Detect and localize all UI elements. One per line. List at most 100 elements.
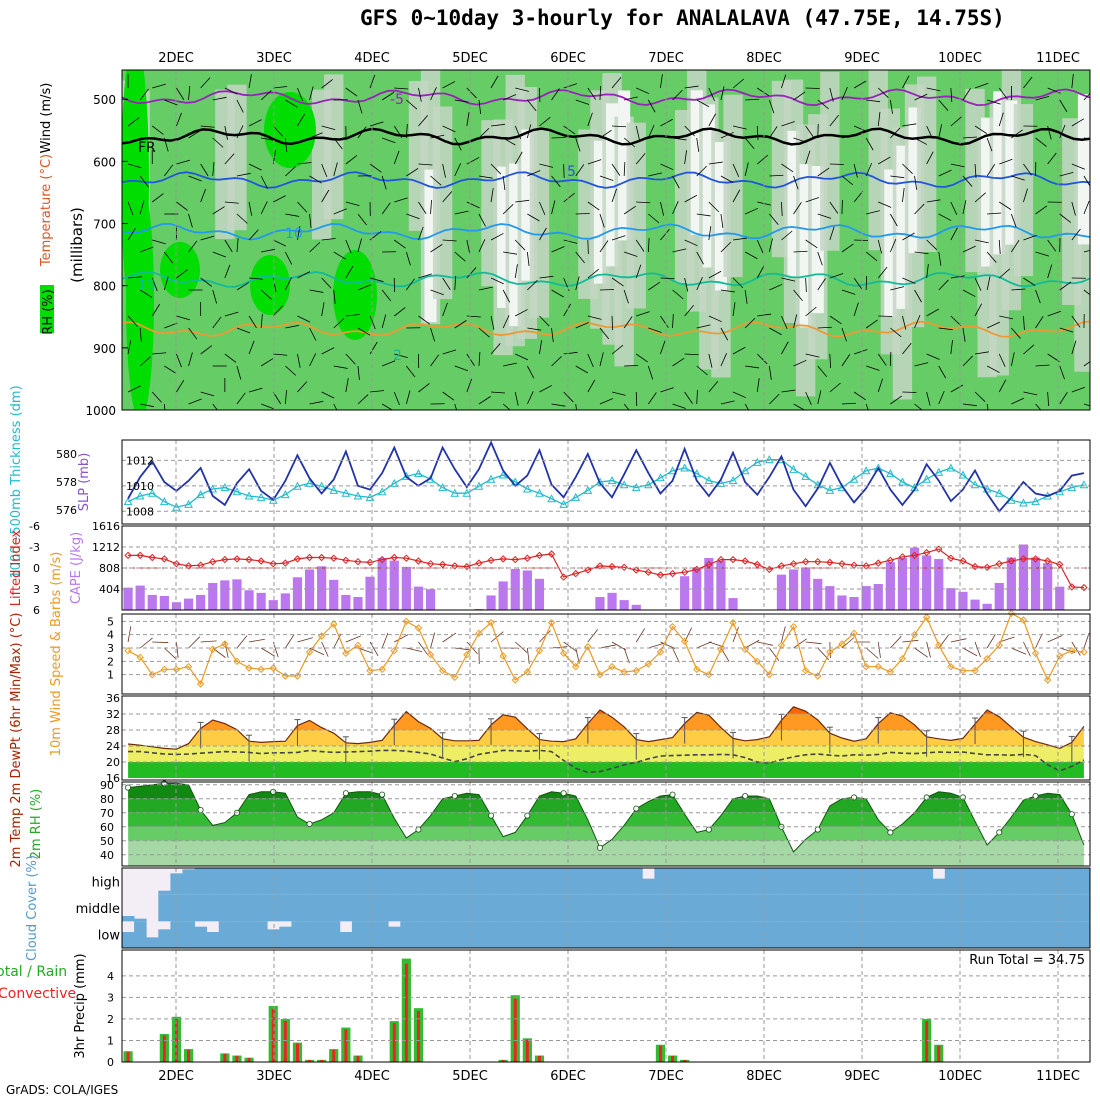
temperature-band (128, 706, 1084, 714)
wind-speed-point (378, 665, 386, 674)
wind-speed-point (414, 624, 423, 632)
wind-barb (273, 195, 286, 203)
lifted-index-point (378, 555, 386, 564)
wind-barb (998, 353, 1006, 367)
wind-barb (793, 202, 802, 215)
wind-barb (430, 289, 444, 296)
wind-barb (454, 163, 462, 177)
cloud-cover-bar (932, 894, 946, 922)
rh-point (705, 826, 712, 833)
rh-dry-region (432, 106, 453, 300)
wind-barb (1059, 281, 1072, 291)
wind-barb (212, 316, 222, 329)
wind-barb (1059, 392, 1068, 405)
grads-credit: GrADS: COLA/IGES (6, 1083, 119, 1097)
wind-barb (127, 315, 138, 327)
cape-bar (994, 582, 1004, 610)
temperature-side-label: Temperature (°C) (39, 154, 54, 267)
wind-barb (623, 137, 636, 148)
thickness-point (680, 463, 689, 472)
cape-bar (788, 569, 799, 610)
cloud-cover-bar (291, 868, 304, 895)
wind-barb (248, 119, 262, 127)
cloud-cover-bar (884, 868, 897, 895)
lifted-index-point (148, 553, 156, 562)
wind-barb (563, 303, 571, 317)
wind-barb (853, 125, 868, 132)
cloud-cover-bar (339, 894, 353, 922)
cloud-cover-bar (303, 921, 316, 948)
wind-barb (660, 74, 663, 89)
wind-barb (1071, 386, 1086, 393)
lifted-index-point (1080, 583, 1088, 592)
wind-barb (1047, 125, 1052, 140)
wind-barb (853, 349, 868, 355)
precip-tick-label: 1 (107, 1034, 114, 1047)
cloud-cover-bar (364, 894, 377, 922)
wind-barb (829, 226, 835, 241)
rh-saturated-patch (160, 242, 200, 298)
thickness-point (305, 478, 314, 487)
cape-bar (159, 595, 169, 610)
wind-barb (623, 205, 636, 215)
surface-wind-barb (950, 638, 967, 643)
surface-wind-barb (1047, 635, 1063, 643)
wind-barb (284, 137, 288, 152)
cloud-cover-bar (920, 921, 934, 948)
cloud-cover-bar (969, 868, 982, 895)
wind-barb (188, 240, 198, 253)
wind-barb (599, 352, 604, 367)
wind-barb (853, 391, 866, 401)
cloud-cover-bar (751, 868, 764, 895)
cloud-axis-label: Cloud Cover (%) (25, 855, 40, 961)
cape-bar (256, 592, 266, 610)
wind-barb (357, 238, 362, 253)
cloud-cover-bar (969, 921, 982, 948)
rh-point (342, 790, 349, 797)
cloud-cover-bar (775, 868, 788, 895)
rh-band (128, 812, 1084, 827)
wind-barb (285, 99, 298, 108)
wind-barb (345, 314, 360, 317)
surface-wind-barb (1023, 641, 1031, 657)
cloud-cover-bar (412, 868, 425, 895)
wind-barb (793, 250, 808, 253)
temp-tick-label: 28 (106, 724, 120, 737)
pressure-tick-label: 700 (93, 218, 116, 232)
cape-tick-label: 808 (99, 562, 120, 575)
wind-barb (309, 400, 324, 405)
lifted-index-point (1068, 583, 1076, 591)
wind-barb (297, 271, 311, 279)
cloud-cover-bar (727, 894, 740, 922)
wind-barb (139, 175, 149, 188)
cloud-cover-bar (327, 921, 341, 948)
cape-bar (1043, 563, 1053, 610)
surface-wind-barb (164, 647, 177, 660)
wind-barb (890, 286, 905, 291)
wind-barb (502, 137, 516, 146)
cloud-cover-bar (460, 894, 474, 922)
wind-barb (720, 327, 729, 341)
wind-barb (648, 327, 662, 333)
cloud-cover-bar (1041, 894, 1055, 922)
wind-barb (587, 379, 596, 393)
wind-barb (853, 277, 863, 290)
cloud-cover-bar (521, 921, 534, 948)
wind-barb (914, 175, 918, 190)
wind-barb (732, 163, 740, 177)
wind-barb (768, 365, 772, 380)
cloud-cover-bar (194, 926, 208, 948)
wind-barb (1047, 353, 1060, 362)
wind-speed-point (572, 662, 580, 671)
pressure-tick-label: 500 (93, 93, 116, 107)
wind-barb (394, 307, 406, 317)
wind-barb (224, 153, 235, 165)
wind-barb (623, 161, 626, 177)
wind-barb (563, 125, 576, 135)
wind-barb (599, 213, 605, 228)
surface-wind-barb (914, 647, 928, 658)
wind-barb (587, 353, 594, 368)
cloud-cover-bar (255, 868, 268, 895)
wind-barb (817, 99, 829, 110)
wind-barb (890, 175, 905, 179)
